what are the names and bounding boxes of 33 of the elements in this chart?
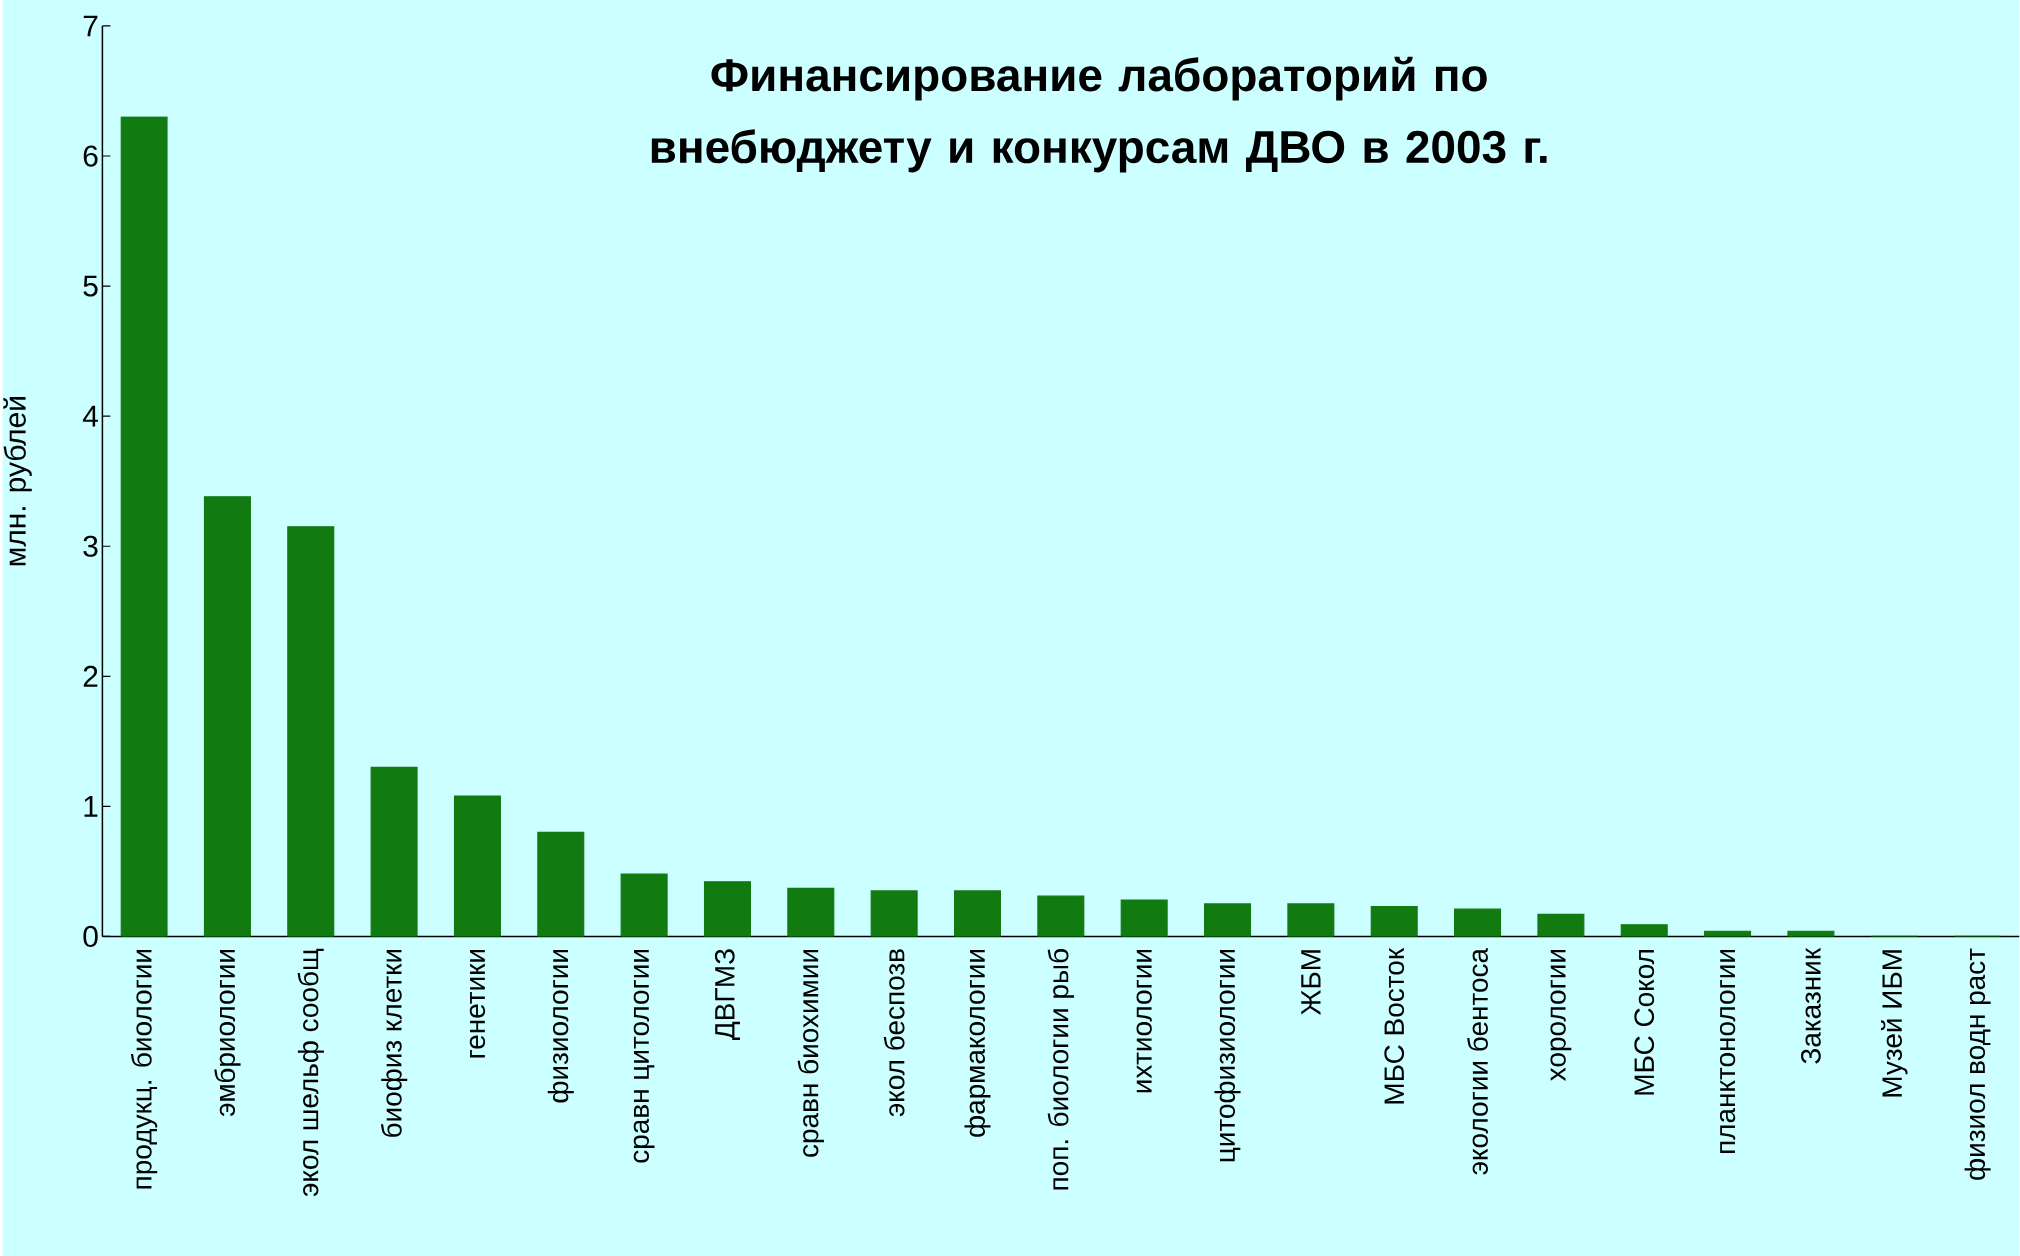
y-tick-label: 3 <box>83 535 98 557</box>
x-tick-label: сравн биохимии <box>797 949 824 1157</box>
y-tick-label: 4 <box>82 405 98 427</box>
x-tick-label: МБС Сокол <box>1634 949 1655 1095</box>
x-tick-label: Музей ИБМ <box>1880 950 1908 1097</box>
y-tick-label: 7 <box>83 15 98 37</box>
y-axis-title: млн. рублей <box>3 397 32 566</box>
y-tick-label: 6 <box>83 145 98 167</box>
x-tick-label: МБС Восток <box>1384 947 1405 1104</box>
x-tick-label: фармакологии <box>964 949 991 1137</box>
y-tick-label: 0 <box>83 925 98 948</box>
y-tick-label: 5 <box>83 275 98 297</box>
x-tick-label: ДВГМЗ <box>714 949 741 1041</box>
x-tick-label: ихтиологии <box>1136 949 1152 1093</box>
x-tick-label: экол шельф сообщ <box>297 948 324 1197</box>
x-tick-label: генетики <box>469 949 486 1058</box>
x-tick-label: физиологии <box>547 949 574 1103</box>
x-tick-label: сравн цитологии <box>633 949 655 1163</box>
x-tick-label: физиол водн раст <box>1964 948 1991 1180</box>
x-tick-label: Заказник <box>1801 947 1821 1064</box>
x-tick-label: продукц. биологии <box>130 949 158 1189</box>
x-tick-label: ЖБМ <box>1301 950 1321 1016</box>
y-tick-label: 1 <box>84 796 98 817</box>
x-tick-label: поп. биологии рыб <box>1047 949 1074 1190</box>
y-tick-label: 2 <box>83 665 98 687</box>
x-tick-label: хорологии <box>1550 949 1572 1081</box>
x-tick-label: экологии бентоса <box>1467 948 1488 1175</box>
x-tick-label: экол беспозв <box>883 949 905 1117</box>
x-tick-label: эмбриологии <box>214 949 241 1117</box>
x-tick-label: цитофизиологии <box>1214 949 1241 1162</box>
x-tick-label: планктонологии <box>1719 949 1736 1154</box>
x-tick-label: биофиз клетки <box>380 949 408 1137</box>
text: Финансирование лабораторий по внебюджету и конкурсам ДВО в 2003 г. <box>651 56 1547 173</box>
